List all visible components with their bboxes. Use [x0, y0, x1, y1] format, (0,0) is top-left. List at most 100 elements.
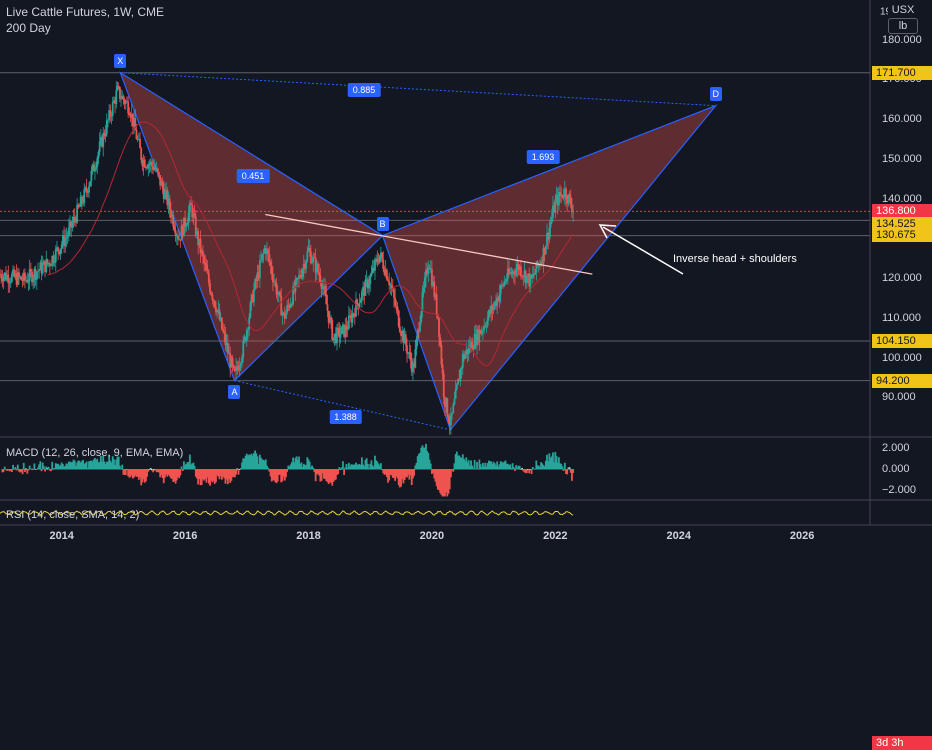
- candle-body: [147, 164, 150, 169]
- macd-histogram-bar: [307, 459, 310, 470]
- candle-body: [476, 329, 478, 346]
- macd-histogram-bar: [178, 469, 181, 479]
- macd-histogram-bar: [368, 468, 370, 470]
- candle-body: [343, 324, 346, 337]
- candle-body: [397, 310, 400, 327]
- macd-histogram-bar: [280, 469, 283, 483]
- candle-body: [111, 102, 114, 116]
- candle-body: [174, 230, 177, 236]
- candle-body: [274, 281, 277, 283]
- macd-histogram-bar: [447, 469, 450, 494]
- candle-body: [324, 286, 327, 294]
- candle-body: [431, 268, 433, 286]
- macd-histogram-bar: [275, 469, 278, 484]
- candle-body: [537, 264, 540, 267]
- candle-body: [209, 282, 211, 293]
- macd-histogram-bar: [302, 463, 305, 470]
- currency-box[interactable]: USX lb: [888, 4, 918, 34]
- candle-body: [134, 118, 137, 130]
- macd-histogram-bar: [525, 469, 528, 474]
- macd-histogram-bar: [389, 469, 392, 475]
- macd-histogram-bar: [207, 469, 210, 484]
- macd-histogram-bar: [95, 460, 98, 470]
- rsi-line: [0, 510, 574, 516]
- candle-body: [37, 271, 39, 273]
- candle-body: [73, 216, 76, 220]
- macd-histogram-bar: [463, 458, 465, 470]
- macd-histogram-bar: [19, 469, 22, 473]
- macd-histogram-bar: [187, 462, 190, 470]
- macd-histogram-bar: [453, 463, 456, 470]
- candle-body: [506, 268, 509, 280]
- rsi-pane: [0, 510, 574, 516]
- candle-body: [473, 334, 476, 349]
- macd-histogram-bar: [413, 469, 416, 476]
- candle-body: [94, 169, 96, 172]
- macd-histogram-bar: [6, 469, 9, 471]
- candle-body: [572, 211, 575, 213]
- macd-histogram-bar: [43, 466, 45, 470]
- macd-histogram-bar: [130, 469, 133, 476]
- macd-histogram-bar: [397, 469, 400, 486]
- candle-body: [5, 272, 7, 280]
- pattern-point-a: A: [228, 384, 241, 399]
- chart-title: Live Cattle Futures, 1W, CME: [6, 5, 165, 19]
- candle-body: [549, 222, 552, 228]
- price-label: 130.675: [872, 227, 932, 242]
- candle-body: [12, 269, 14, 275]
- macd-histogram-bar: [474, 468, 477, 470]
- macd-histogram-bar: [369, 463, 372, 470]
- macd-histogram-bar: [515, 465, 518, 470]
- candle-body: [216, 310, 219, 313]
- candle-body: [148, 164, 151, 166]
- candle-body: [286, 305, 289, 313]
- price-label: 104.150: [872, 334, 932, 349]
- annotation-arrow: [598, 224, 684, 275]
- macd-histogram-bar: [13, 469, 16, 470]
- macd-histogram-bar: [441, 469, 444, 497]
- macd-histogram-bar: [299, 463, 302, 470]
- candle-body: [85, 187, 88, 192]
- candle-body: [142, 159, 145, 167]
- macd-histogram-bar: [446, 469, 449, 497]
- pattern-point-x: X: [114, 53, 127, 68]
- macd-histogram-bar: [485, 466, 488, 470]
- macd-histogram-bar: [421, 445, 424, 470]
- macd-histogram-bar: [546, 454, 548, 470]
- macd-histogram-bar: [9, 469, 12, 472]
- candle-body: [440, 345, 443, 365]
- candle-body: [531, 274, 534, 278]
- candle-body: [166, 190, 169, 206]
- macd-histogram-bar: [111, 456, 114, 470]
- macd-histogram-bar: [217, 469, 220, 477]
- candle-body: [22, 272, 25, 281]
- pattern-xd-line: [120, 72, 716, 107]
- candle-body: [40, 262, 43, 274]
- macd-histogram-bar: [147, 469, 150, 472]
- candle-body: [571, 205, 573, 213]
- candle-body: [200, 250, 203, 254]
- macd-histogram-bar: [32, 469, 35, 470]
- macd-histogram-bar: [230, 469, 233, 481]
- candle-body: [161, 181, 164, 189]
- candle-body: [164, 191, 166, 199]
- macd-histogram-bar: [175, 469, 178, 481]
- macd-histogram-bar: [422, 447, 425, 470]
- candle-body: [426, 269, 429, 274]
- candle-body: [97, 151, 100, 159]
- candle-body: [20, 276, 23, 281]
- macd-histogram-bar: [544, 460, 547, 470]
- candle-body: [141, 159, 144, 167]
- macd-histogram-bar: [495, 465, 497, 470]
- candle-body: [311, 262, 313, 264]
- candle-body: [530, 275, 533, 278]
- macd-histogram-bar: [229, 469, 232, 483]
- candle-body: [349, 315, 351, 317]
- macd-histogram-bar: [135, 469, 138, 477]
- candle-body: [180, 225, 183, 241]
- macd-histogram-bar: [94, 457, 96, 470]
- candle-body: [231, 357, 234, 366]
- macd-histogram-bar: [122, 469, 125, 475]
- macd-histogram-bar: [294, 457, 297, 470]
- macd-histogram-bar: [28, 465, 31, 470]
